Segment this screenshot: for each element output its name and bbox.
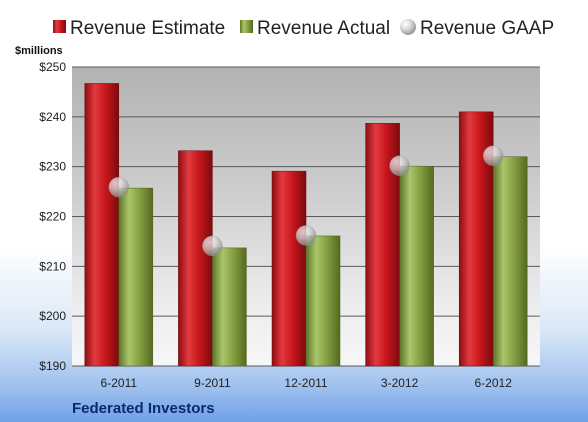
marker-revenue-gaap bbox=[202, 235, 223, 257]
bar-revenue-actual bbox=[118, 187, 154, 367]
y-tick-label: $200 bbox=[39, 309, 66, 323]
bar-revenue-actual bbox=[492, 156, 528, 367]
bar-revenue-estimate bbox=[178, 150, 213, 367]
x-tick-label: 6-2012 bbox=[475, 376, 513, 390]
x-axis-ticks: 6-2011 9-2011 12-2011 3-2012 6-2012 bbox=[101, 376, 513, 390]
marker-revenue-gaap bbox=[295, 225, 317, 246]
x-tick-label: 6-2011 bbox=[101, 376, 138, 390]
y-tick-label: $220 bbox=[39, 210, 66, 224]
marker-revenue-gaap bbox=[108, 176, 130, 198]
x-tick-label: 9-2011 bbox=[194, 376, 231, 390]
y-tick-label: $240 bbox=[39, 110, 66, 124]
legend-swatch-actual bbox=[240, 20, 253, 33]
legend-marker-gaap bbox=[400, 19, 416, 35]
y-tick-label: $190 bbox=[39, 359, 66, 373]
legend-item-estimate: Revenue Estimate bbox=[53, 18, 225, 39]
legend-label-estimate: Revenue Estimate bbox=[70, 18, 225, 39]
marker-revenue-gaap bbox=[389, 155, 410, 176]
legend-item-gaap: Revenue GAAP bbox=[400, 18, 554, 39]
marker-revenue-gaap bbox=[482, 145, 504, 166]
bar-revenue-actual bbox=[305, 235, 341, 367]
x-tick-label: 3-2012 bbox=[381, 376, 419, 390]
legend-label-gaap: Revenue GAAP bbox=[420, 18, 554, 39]
company-name: Federated Investors bbox=[72, 400, 215, 417]
legend-label-actual: Revenue Actual bbox=[257, 18, 390, 39]
bar-revenue-actual bbox=[399, 165, 434, 367]
bar-revenue-actual bbox=[212, 247, 247, 367]
y-tick-label: $210 bbox=[39, 259, 66, 273]
bar-revenue-estimate bbox=[84, 83, 120, 367]
y-tick-label: $250 bbox=[39, 60, 66, 74]
bar-revenue-estimate bbox=[271, 170, 307, 367]
legend-item-actual: Revenue Actual bbox=[240, 18, 390, 39]
y-tick-label: $230 bbox=[39, 160, 66, 174]
x-tick-label: 12-2011 bbox=[284, 376, 327, 390]
y-axis-ticks: $190 $200 $210 $220 $230 $240 $250 bbox=[39, 60, 66, 373]
legend-swatch-estimate bbox=[53, 20, 66, 33]
gaap-markers bbox=[108, 145, 504, 257]
legend: Revenue Estimate Revenue Actual Revenue … bbox=[53, 18, 554, 39]
y-axis-unit-label: $millions bbox=[15, 45, 63, 57]
